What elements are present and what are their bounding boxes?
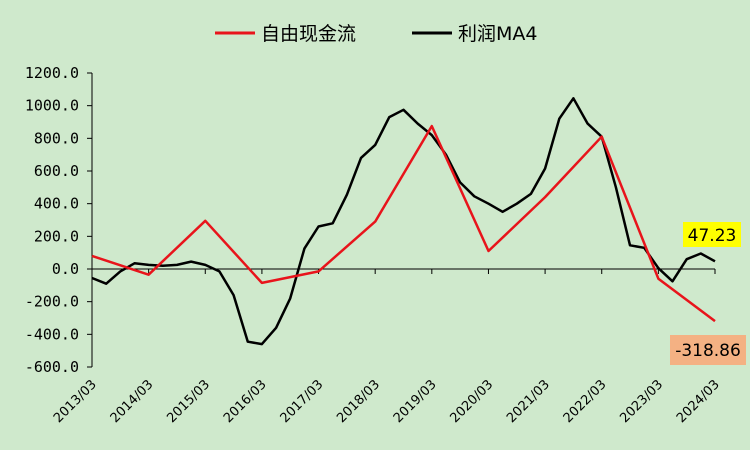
x-tick-label: 2015/03 [164, 377, 213, 426]
x-tick-label: 2020/03 [447, 377, 496, 426]
x-tick-label: 2013/03 [51, 377, 100, 426]
data-label-free-cash-flow: -318.86 [675, 341, 741, 361]
series-line-profit-ma4 [91, 97, 716, 346]
y-tick-label: 400.0 [34, 195, 79, 213]
data-labels: 47.23 -318.86 [670, 222, 746, 365]
series-lines [91, 97, 716, 346]
y-tick-label: 800.0 [34, 129, 79, 147]
y-tick-label: -600.0 [25, 358, 79, 376]
x-tick-label: 2018/03 [334, 377, 383, 426]
x-tick-label: 2021/03 [504, 377, 553, 426]
y-tick-label: 1000.0 [25, 97, 79, 115]
y-tick-label: 600.0 [34, 162, 79, 180]
x-tick-label: 2016/03 [221, 377, 270, 426]
y-tick-label: -400.0 [25, 325, 79, 343]
y-tick-label: 0.0 [52, 260, 79, 278]
y-tick-label: 1200.0 [25, 64, 79, 82]
x-tick-labels: 2013/03 2014/03 2015/03 2016/03 2017/03 2018/… [51, 377, 723, 426]
y-tick-labels: 1200.0 1000.0 800.0 600.0 400.0 200.0 0.0 -200.… [25, 64, 79, 376]
x-tick-label: 2019/03 [391, 377, 440, 426]
x-tick-label: 2014/03 [108, 377, 157, 426]
y-tick-label: -200.0 [25, 293, 79, 311]
y-tick-label: 200.0 [34, 227, 79, 245]
x-tick-label: 2022/03 [561, 377, 610, 426]
legend: 自由现金流 利润MA4 [215, 23, 537, 45]
x-tick-label: 2024/03 [674, 377, 723, 426]
x-tick-label: 2023/03 [617, 377, 666, 426]
x-tick-label: 2017/03 [278, 377, 327, 426]
legend-label-free-cash-flow: 自由现金流 [261, 23, 356, 45]
series-line-free-cash-flow [91, 124, 716, 323]
data-label-profit-ma4: 47.23 [688, 226, 737, 246]
data-label-box-free-cash-flow [670, 335, 746, 365]
legend-label-profit-ma4: 利润MA4 [458, 23, 537, 45]
axes [87, 72, 716, 368]
data-label-box-profit-ma4 [683, 222, 741, 247]
